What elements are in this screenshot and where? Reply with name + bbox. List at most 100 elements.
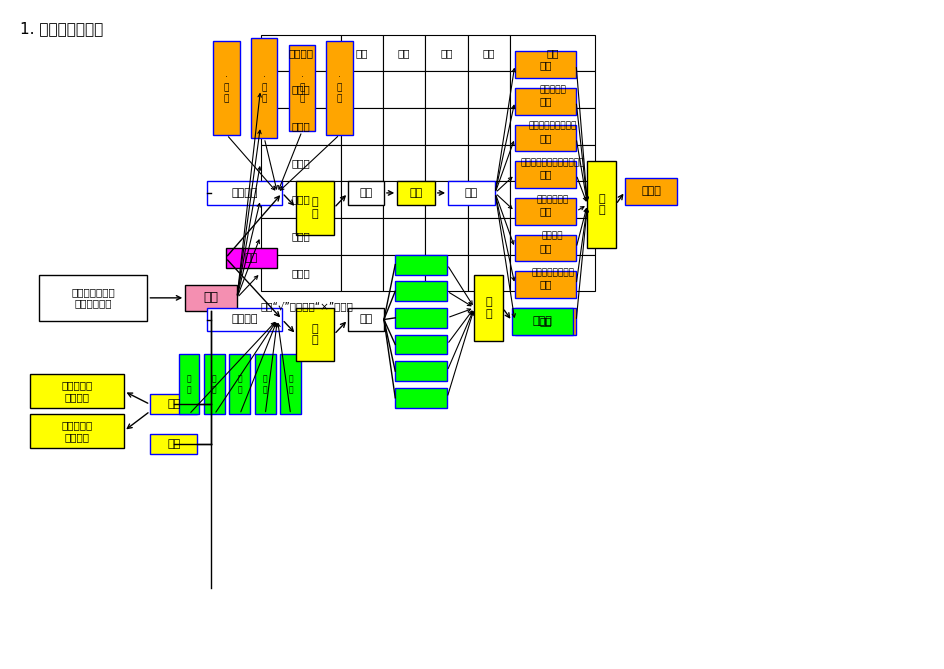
Text: 组
织: 组 织 <box>237 375 242 394</box>
Bar <box>514 88 576 114</box>
Bar <box>425 181 467 218</box>
Bar <box>510 218 595 254</box>
Text: ·
组
织: · 组 织 <box>224 73 229 103</box>
Text: 组
织: 组 织 <box>288 375 293 394</box>
Text: 组织: 组织 <box>244 253 258 263</box>
Text: 细胞质: 细胞质 <box>291 158 310 168</box>
Bar <box>340 218 382 254</box>
Text: 组
成: 组 成 <box>598 194 604 215</box>
Bar <box>326 41 352 134</box>
FancyBboxPatch shape <box>474 274 502 341</box>
Bar <box>255 355 276 415</box>
Bar <box>467 108 510 145</box>
Text: 液　泡: 液 泡 <box>291 268 310 278</box>
Text: 内有遗传物质: 内有遗传物质 <box>536 195 568 204</box>
Text: 功能: 功能 <box>546 48 558 58</box>
Text: 系统: 系统 <box>539 170 551 179</box>
Text: ·
组
织: · 组 织 <box>299 73 304 103</box>
Text: 系统: 系统 <box>539 60 551 70</box>
Text: 系统: 系统 <box>539 133 551 143</box>
FancyBboxPatch shape <box>347 308 383 331</box>
FancyBboxPatch shape <box>150 395 197 415</box>
Text: 组
织: 组 织 <box>211 375 216 394</box>
Bar <box>425 108 467 145</box>
FancyBboxPatch shape <box>185 284 237 311</box>
Text: 动物组织: 动物组织 <box>231 188 258 198</box>
Bar <box>514 161 576 188</box>
Bar <box>382 181 425 218</box>
Bar <box>382 72 425 108</box>
Bar <box>514 198 576 225</box>
Text: 植物: 植物 <box>355 48 367 58</box>
FancyBboxPatch shape <box>347 181 383 205</box>
Text: 生物体结构和功
能的基本单位: 生物体结构和功 能的基本单位 <box>72 287 115 308</box>
FancyBboxPatch shape <box>207 308 282 331</box>
Bar <box>340 181 382 218</box>
FancyBboxPatch shape <box>207 181 282 205</box>
Bar <box>340 35 382 72</box>
Text: 光合作用: 光合作用 <box>541 231 563 241</box>
Text: 注：“√”即为有，“×”为没有: 注：“√”即为有，“×”为没有 <box>261 301 353 311</box>
Bar <box>178 355 199 415</box>
Text: 1. 生物的结构层次: 1. 生物的结构层次 <box>20 21 104 36</box>
Text: 组
织: 组 织 <box>262 375 267 394</box>
FancyBboxPatch shape <box>150 434 197 454</box>
Bar <box>510 181 595 218</box>
Bar <box>251 38 278 138</box>
Bar <box>510 108 595 145</box>
Text: 分化: 分化 <box>167 440 180 450</box>
FancyBboxPatch shape <box>447 181 495 205</box>
Bar <box>514 308 576 334</box>
Bar <box>340 108 382 145</box>
FancyBboxPatch shape <box>39 274 147 321</box>
Bar <box>510 254 595 291</box>
Bar <box>467 254 510 291</box>
Text: 细菌: 细菌 <box>440 48 452 58</box>
Text: 保护和支持: 保护和支持 <box>539 85 565 94</box>
Text: 器官: 器官 <box>359 314 372 324</box>
Text: 动物细胞的
分裂过程: 动物细胞的 分裂过程 <box>61 381 93 402</box>
Text: 叶绸体: 叶绸体 <box>291 231 310 242</box>
Bar <box>261 181 340 218</box>
Bar <box>204 355 225 415</box>
FancyBboxPatch shape <box>625 178 676 205</box>
Bar <box>395 281 447 301</box>
FancyBboxPatch shape <box>512 308 573 334</box>
Bar <box>261 108 340 145</box>
Text: 细胞壁: 细胞壁 <box>291 85 310 94</box>
Bar <box>425 72 467 108</box>
Text: 植物细胞的
分裂过程: 植物细胞的 分裂过程 <box>61 420 93 442</box>
Bar <box>514 124 576 151</box>
Bar <box>213 41 240 134</box>
Text: 动物体: 动物体 <box>640 186 660 196</box>
Bar <box>261 145 340 181</box>
FancyBboxPatch shape <box>29 415 124 448</box>
Bar <box>261 254 340 291</box>
Bar <box>340 145 382 181</box>
Text: 器官: 器官 <box>359 188 372 198</box>
Bar <box>229 355 250 415</box>
Bar <box>280 355 301 415</box>
Bar <box>395 334 447 355</box>
Text: 组
成: 组 成 <box>312 324 318 345</box>
Bar <box>289 45 314 131</box>
Bar <box>395 308 447 328</box>
Bar <box>514 235 576 261</box>
Bar <box>514 52 576 78</box>
Bar <box>261 35 340 72</box>
FancyBboxPatch shape <box>29 375 124 408</box>
Bar <box>467 72 510 108</box>
Bar <box>382 108 425 145</box>
Text: 组
成: 组 成 <box>484 297 491 318</box>
FancyBboxPatch shape <box>296 181 333 235</box>
Bar <box>382 35 425 72</box>
Text: 系统: 系统 <box>539 280 551 290</box>
Bar <box>395 254 447 274</box>
Bar <box>382 218 425 254</box>
Text: 系统: 系统 <box>539 206 551 216</box>
Bar <box>382 254 425 291</box>
Text: ·
组
织: · 组 织 <box>261 73 266 103</box>
Text: 细胞: 细胞 <box>203 292 218 304</box>
Bar <box>425 35 467 72</box>
Text: 加快与外界环境的物质交流: 加快与外界环境的物质交流 <box>520 159 584 167</box>
